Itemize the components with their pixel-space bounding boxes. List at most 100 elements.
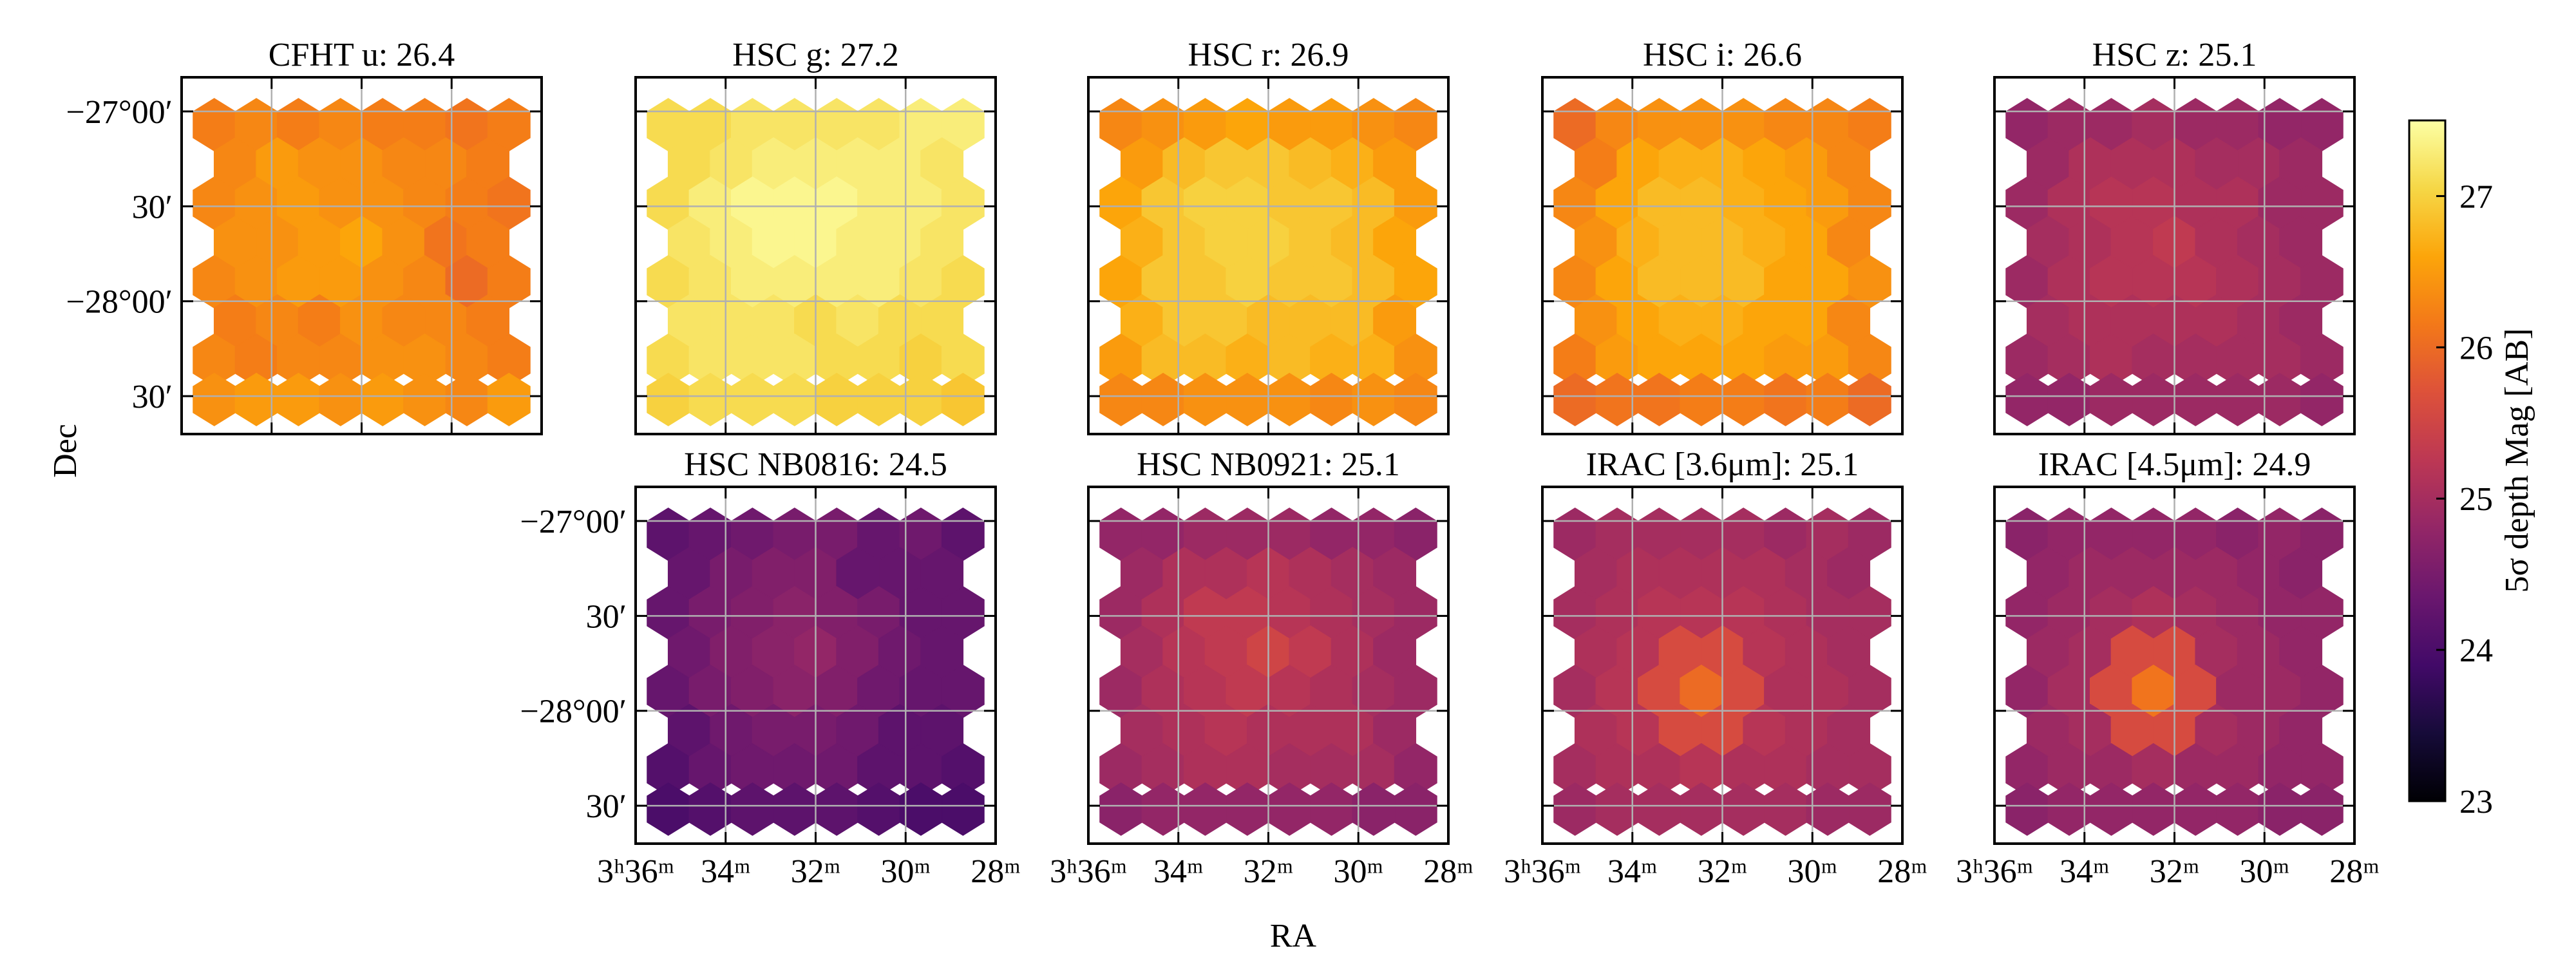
x-tick-label: 34ᵐ	[2060, 853, 2109, 890]
hex-bin	[857, 782, 900, 836]
hex-bin	[361, 372, 404, 426]
panel: −27°00′ 30′ −28°00′ 30′ CFHT u: 26.4	[66, 37, 543, 435]
panel-frame	[634, 76, 997, 435]
colorbar-tick-label: 25	[2459, 481, 2493, 518]
hex-bin	[1764, 782, 1807, 836]
hex-bin	[2005, 782, 2049, 836]
panel-frame	[634, 486, 997, 845]
hex-bin	[1310, 782, 1353, 836]
colorbar	[2408, 119, 2447, 802]
hex-bin	[1394, 782, 1437, 836]
hex-bin	[2005, 372, 2049, 426]
hex-bin	[2090, 782, 2133, 836]
hex-bin	[1099, 372, 1143, 426]
hex-bin	[403, 372, 446, 426]
colorbar-tick-label: 23	[2459, 784, 2493, 820]
x-tick-label: 30ᵐ	[1334, 853, 1383, 890]
panel-frame	[180, 76, 543, 435]
x-tick-label: 30ᵐ	[881, 853, 931, 890]
hex-bin	[2174, 372, 2217, 426]
hex-bin	[2216, 372, 2259, 426]
panel-title: IRAC [4.5μm]: 24.9	[2038, 446, 2311, 483]
panel-title: HSC NB0816: 24.5	[684, 446, 947, 483]
hex-bin	[1680, 782, 1723, 836]
hex-bin	[1638, 782, 1681, 836]
panel: 3ʰ36ᵐ 34ᵐ 32ᵐ 30ᵐ 28ᵐ IRAC [4.5μm]: 24.9	[1956, 446, 2380, 890]
y-tick-label: 30′	[586, 598, 627, 635]
hex-bin	[1721, 782, 1765, 836]
y-tick-label: 30′	[132, 379, 173, 415]
panel-title: IRAC [3.6μm]: 25.1	[1586, 446, 1859, 483]
panel: 3ʰ36ᵐ 34ᵐ 32ᵐ 30ᵐ 28ᵐ IRAC [3.6μm]: 25.1	[1504, 446, 1927, 890]
x-tick-label: 3ʰ36ᵐ	[1504, 853, 1581, 890]
x-tick-label: 34ᵐ	[1607, 853, 1657, 890]
hex-bin	[1680, 372, 1723, 426]
hex-bin	[731, 372, 774, 426]
panel-title: HSC NB0921: 25.1	[1137, 446, 1400, 483]
hex-bin	[2090, 372, 2133, 426]
colorbar-tick-label: 27	[2459, 178, 2493, 215]
y-tick-label: −27°00′	[520, 504, 627, 540]
x-tick-label: 30ᵐ	[1788, 853, 1837, 890]
hex-bin	[815, 782, 858, 836]
hex-bin	[1267, 782, 1311, 836]
hex-bin	[1394, 372, 1437, 426]
x-tick-label: 28ᵐ	[971, 853, 1020, 890]
hex-bin	[1184, 372, 1227, 426]
panel: HSC g: 27.2	[634, 37, 997, 435]
hex-bin	[1226, 372, 1269, 426]
y-tick-label: −27°00′	[66, 94, 173, 131]
x-tick-label: 30ᵐ	[2240, 853, 2289, 890]
x-tick-label: 32ᵐ	[1244, 853, 1293, 890]
x-tick-label: 32ᵐ	[1698, 853, 1747, 890]
panel-title: HSC r: 26.9	[1188, 37, 1349, 73]
panel-title: HSC z: 25.1	[2092, 37, 2257, 73]
panel-frame	[1993, 76, 2356, 435]
panel: HSC i: 26.6	[1541, 37, 1904, 435]
hex-bin	[277, 372, 320, 426]
hex-bin	[2174, 782, 2217, 836]
panel: 3ʰ36ᵐ 34ᵐ 32ᵐ 30ᵐ 28ᵐ HSC NB0921: 25.1	[1050, 446, 1473, 890]
panel-frame	[1087, 486, 1450, 845]
hex-bin	[2216, 782, 2259, 836]
hex-bin	[1226, 782, 1269, 836]
panel-frame	[1541, 486, 1904, 845]
y-tick-label: 30′	[132, 189, 173, 225]
x-tick-label: 3ʰ36ᵐ	[597, 853, 674, 890]
hex-bin	[1638, 372, 1681, 426]
hex-bin	[2132, 372, 2175, 426]
hex-bin	[2132, 782, 2175, 836]
y-axis-label: Dec	[47, 424, 84, 478]
hex-bin	[941, 372, 985, 426]
x-tick-label: 28ᵐ	[1877, 853, 1927, 890]
hex-bin	[193, 372, 236, 426]
hex-bin	[319, 372, 363, 426]
hex-bin	[1099, 782, 1143, 836]
panel-title: CFHT u: 26.4	[269, 37, 455, 73]
hex-bin	[1848, 372, 1891, 426]
hex-bin	[2300, 782, 2344, 836]
x-tick-label: 34ᵐ	[1153, 853, 1203, 890]
colorbar-tick-label: 26	[2459, 330, 2493, 366]
hex-bin	[2300, 372, 2344, 426]
x-axis-label: RA	[1270, 918, 1317, 954]
hex-bin	[1310, 372, 1353, 426]
hex-bin	[1267, 372, 1311, 426]
colorbar-tick-label: 24	[2459, 632, 2493, 669]
panel-frame	[1087, 76, 1450, 435]
panel: HSC z: 25.1	[1993, 37, 2356, 435]
x-tick-label: 3ʰ36ᵐ	[1956, 853, 2033, 890]
hex-bin	[815, 372, 858, 426]
x-tick-label: 32ᵐ	[791, 853, 840, 890]
hex-bin	[1848, 782, 1891, 836]
hex-bin	[647, 372, 690, 426]
panel-title: HSC i: 26.6	[1643, 37, 1802, 73]
hex-bin	[1553, 372, 1597, 426]
hex-bin	[1721, 372, 1765, 426]
colorbar-label: 5σ depth Mag [AB]	[2499, 328, 2535, 593]
x-tick-label: 28ᵐ	[1423, 853, 1473, 890]
hex-bin	[487, 372, 531, 426]
x-tick-label: 32ᵐ	[2150, 853, 2199, 890]
hex-bin	[773, 372, 817, 426]
hex-bin	[773, 782, 817, 836]
